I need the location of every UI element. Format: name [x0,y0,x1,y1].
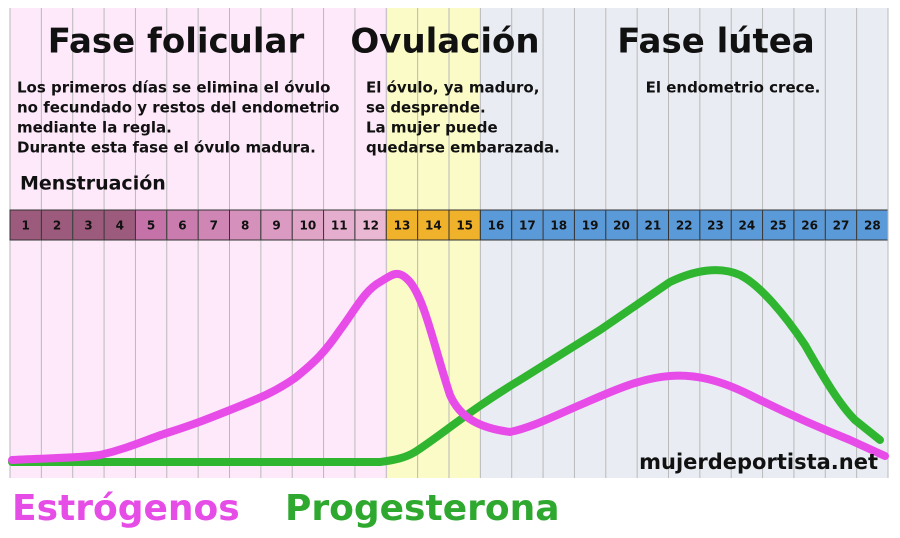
phase-title: Fase folicular [48,22,305,62]
legend-progesterone: Progesterona [285,488,560,529]
day-number: 26 [801,219,818,233]
day-number: 21 [644,219,661,233]
day-cell [730,209,764,241]
luteal-bg [480,8,888,478]
phase-text: Los primeros días se elimina el óvulo [17,79,330,97]
watermark: mujerdeportista.net [639,450,878,474]
day-number: 27 [833,219,850,233]
day-cell [134,209,168,241]
day-cell [229,209,262,241]
phase-title: Fase lútea [617,22,814,62]
day-cell [354,209,387,241]
day-number: 7 [210,219,218,233]
day-cell [323,209,356,241]
day-number: 19 [582,219,599,233]
day-number: 13 [394,219,411,233]
day-number: 23 [707,219,724,233]
day-number: 8 [241,219,249,233]
day-number: 14 [425,219,442,233]
estrogen-curve [8,270,889,464]
day-number: 9 [272,219,280,233]
ovulation-bg [388,8,480,478]
day-number: 3 [84,219,92,233]
day-number: 12 [362,219,379,233]
day-number: 6 [178,219,186,233]
day-number: 5 [147,219,155,233]
day-cell [824,209,858,241]
day-cell [573,209,607,241]
day-cell [542,209,575,241]
day-number: 4 [116,219,124,233]
day-cell [636,209,670,241]
day-number: 2 [53,219,61,233]
day-number: 15 [456,219,473,233]
phase-text: La mujer puede [366,119,498,137]
day-number: 1 [21,219,29,233]
day-number: 18 [550,219,567,233]
day-number: 17 [519,219,536,233]
day-cell [166,209,199,241]
phase-text: se desprende. [366,99,486,117]
day-number: 11 [331,219,348,233]
phase-text: mediante la regla. [17,119,172,137]
menstruation-label: Menstruación [20,173,166,195]
day-cell [417,209,450,241]
day-number: 28 [864,219,881,233]
day-number: 24 [739,219,756,233]
phase-text: quedarse embarazada. [366,139,560,157]
day-cell [448,209,481,241]
day-number: 22 [676,219,693,233]
day-grid: 1 2 3 4 5 6 7 8 9 10 11 12 13 14 15 16 17 18 19 20 21 22 23 24 2… [9,8,889,478]
legend-estrogen: Estrógenos [12,488,240,529]
day-cell [479,209,513,241]
day-cell [699,209,732,241]
day-cell [762,209,795,241]
progesterone-curve [8,266,884,466]
day-cell [385,209,419,241]
day-number: 10 [300,219,317,233]
day-number: 20 [613,219,630,233]
day-cell [260,209,293,241]
phase-text: Durante esta fase el óvulo madura. [17,139,316,157]
phase-text: no fecundado y restos del endometrio [17,99,339,117]
phase-text: El endometrio crece. [646,79,821,97]
phase-text: El óvulo, ya maduro, [366,79,539,97]
day-cell [40,209,74,241]
day-number: 16 [488,219,505,233]
labels: Fase folicular Los primeros días se elimi… [17,22,820,157]
day-number: 25 [770,219,787,233]
phase-title: Ovulación [350,22,539,62]
day-cell [291,209,325,241]
